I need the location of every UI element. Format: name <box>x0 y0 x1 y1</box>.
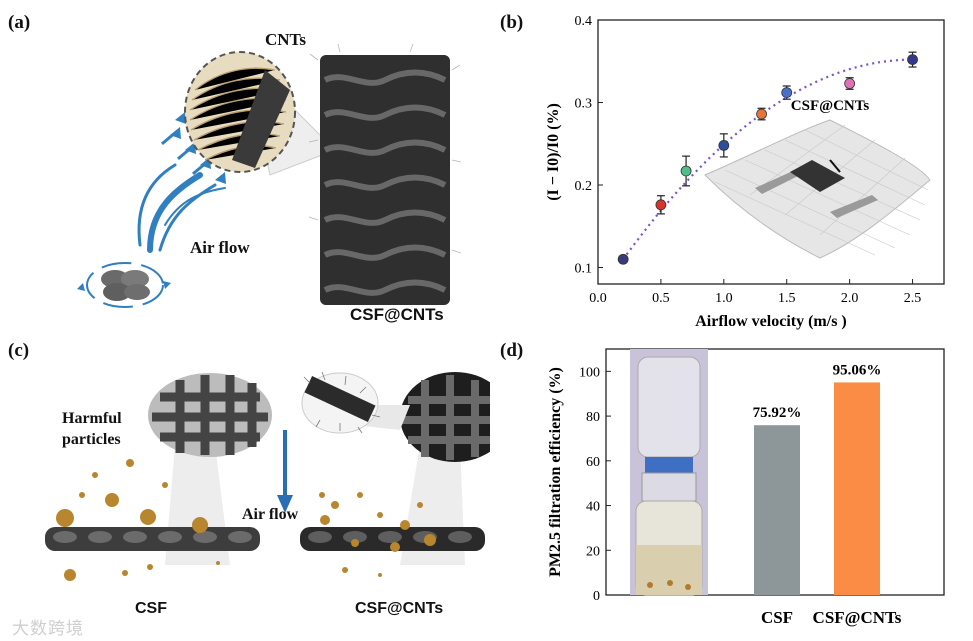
weave-zoom-left <box>148 373 272 457</box>
data-point <box>680 165 692 177</box>
panel-label-c: (c) <box>8 340 30 361</box>
chart-b-ylabel: (I − I0)/I0 (%) <box>545 103 562 201</box>
harmful-particles <box>56 459 436 581</box>
watermark: 大数跨境 <box>12 619 84 638</box>
chart-b-xlabel: Airflow velocity (m/s ) <box>695 313 847 330</box>
fabric-label-a: CSF@CNTs <box>350 305 444 324</box>
x-tick-label: 1.5 <box>778 291 796 306</box>
data-point <box>756 108 767 120</box>
woven-fabric-icon <box>308 43 462 305</box>
y-tick-label: 0.3 <box>575 97 593 112</box>
data-point <box>781 87 793 98</box>
chart-b-frame <box>597 19 945 285</box>
category-label: CSF <box>761 608 793 627</box>
panel-a-illustration <box>77 43 462 308</box>
y-tick-label: 0.4 <box>575 14 593 29</box>
weave-zoom-right <box>400 372 490 462</box>
fabric-strip-left <box>45 527 260 551</box>
panel-label-b: (b) <box>500 12 524 33</box>
y-tick-label: 0.1 <box>575 262 593 277</box>
data-point <box>844 78 856 89</box>
filter-bottle-photo <box>630 349 708 596</box>
category-label: CSF@CNTs <box>813 608 902 627</box>
inset-sensor-fabric <box>704 119 931 259</box>
cnts-label: CNTs <box>265 30 306 49</box>
y-tick-label: 20 <box>586 544 600 559</box>
chart-b-inset-label: CSF@CNTs <box>791 98 870 114</box>
cnt-fiber-zoom <box>184 51 296 173</box>
csf-label-c: CSF <box>135 600 167 617</box>
data-point <box>907 54 918 65</box>
airflow-down-arrow-icon <box>277 430 293 513</box>
y-tick-label: 100 <box>579 365 600 380</box>
fit-curve <box>622 58 911 260</box>
airflow-swoosh-icon <box>137 163 226 253</box>
airflow-label-a: Air flow <box>190 238 250 257</box>
x-tick-label: 1.0 <box>715 291 733 306</box>
data-point <box>655 199 667 211</box>
x-tick-label: 2.5 <box>904 291 922 306</box>
y-tick-label: 0.2 <box>575 179 593 194</box>
csf-cnts-label-c: CSF@CNTs <box>355 600 444 617</box>
x-tick-label: 0.0 <box>589 291 607 306</box>
x-tick-label: 0.5 <box>652 291 670 306</box>
y-tick-label: 80 <box>586 410 600 425</box>
chart-d-ylabel: PM2.5 filtration efficiency (%) <box>547 367 564 577</box>
fan-icon <box>77 262 171 308</box>
data-point <box>617 253 629 265</box>
bar-value-label: 75.92% <box>753 405 802 421</box>
bar <box>754 425 800 595</box>
cnt-fiber-zoom-c <box>301 371 381 434</box>
chart-b: 0.0 0.5 1.0 1.5 2.0 2.5 0.1 0.2 0.3 0.4 Airflow … <box>545 14 945 330</box>
data-point <box>718 139 730 151</box>
panel-label-d: (d) <box>500 340 524 361</box>
harmful-label-line2: particles <box>62 431 121 448</box>
harmful-label-line1: Harmful <box>62 410 122 427</box>
panel-c-illustration <box>45 371 490 581</box>
bar <box>834 382 880 595</box>
airflow-label-c: Air flow <box>242 506 299 523</box>
harmful-particles-label: Harmful particles <box>62 408 122 450</box>
y-tick-label: 60 <box>586 455 600 470</box>
chart-d: 75.92% CSF 95.06% CSF@CNTs 0 20 40 60 80 100 PM2… <box>547 348 945 627</box>
x-tick-label: 2.0 <box>841 291 859 306</box>
panel-label-a: (a) <box>8 12 31 33</box>
bar-value-label: 95.06% <box>833 362 882 378</box>
y-tick-label: 40 <box>586 500 600 515</box>
y-tick-label: 0 <box>593 589 600 604</box>
